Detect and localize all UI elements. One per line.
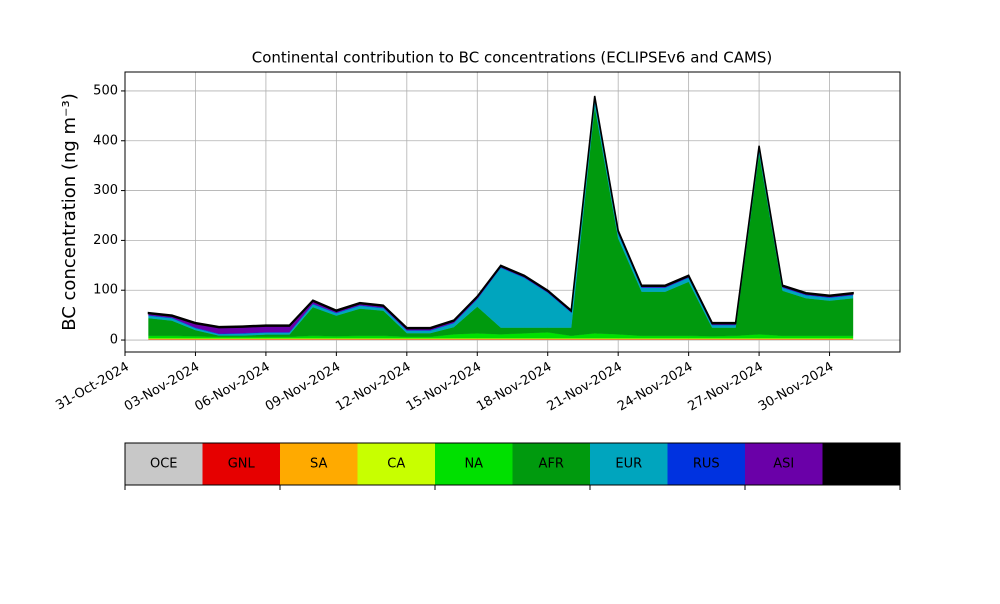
legend: OCE GNL SA CA NA AFR EUR RUS ASI AUS — [125, 443, 900, 485]
legend-label: NA — [464, 457, 483, 472]
x-tick-label: 12-Nov-2024 — [333, 360, 413, 415]
x-tick-label: 03-Nov-2024 — [122, 360, 202, 415]
legend-label: ASI — [773, 457, 794, 472]
legend-label: EUR — [615, 457, 642, 472]
x-tick-label: 09-Nov-2024 — [263, 360, 343, 415]
y-tick-label: 500 — [93, 83, 118, 98]
x-tick-label: 31-Oct-2024 — [53, 360, 131, 414]
legend-label: GNL — [228, 457, 256, 472]
x-tick-label: 15-Nov-2024 — [404, 360, 484, 415]
legend-ticks — [125, 485, 900, 490]
x-tick-label: 27-Nov-2024 — [686, 360, 766, 415]
x-tick-label: 18-Nov-2024 — [474, 360, 554, 415]
y-tick-label: 0 — [110, 333, 118, 348]
legend-label: RUS — [693, 457, 720, 472]
y-tick-label: 100 — [93, 283, 118, 298]
x-tick-label: 30-Nov-2024 — [756, 360, 836, 415]
x-tick-label: 06-Nov-2024 — [192, 360, 272, 415]
x-tick-label: 21-Nov-2024 — [545, 360, 625, 415]
legend-label: AFR — [539, 457, 564, 472]
y-axis-label: BC concentration (ng m⁻³) — [59, 93, 80, 331]
y-tick-label: 300 — [93, 183, 118, 198]
legend-label: OCE — [150, 457, 178, 472]
x-tick-label: 24-Nov-2024 — [615, 360, 695, 415]
legend-label: CA — [387, 457, 405, 472]
legend-label: AUS — [848, 457, 875, 472]
legend-label: SA — [310, 457, 327, 472]
y-tick-label: 400 — [93, 133, 118, 148]
y-tick-label: 200 — [93, 233, 118, 248]
plot-area — [125, 72, 900, 352]
chart-title: Continental contribution to BC concentra… — [252, 49, 773, 67]
